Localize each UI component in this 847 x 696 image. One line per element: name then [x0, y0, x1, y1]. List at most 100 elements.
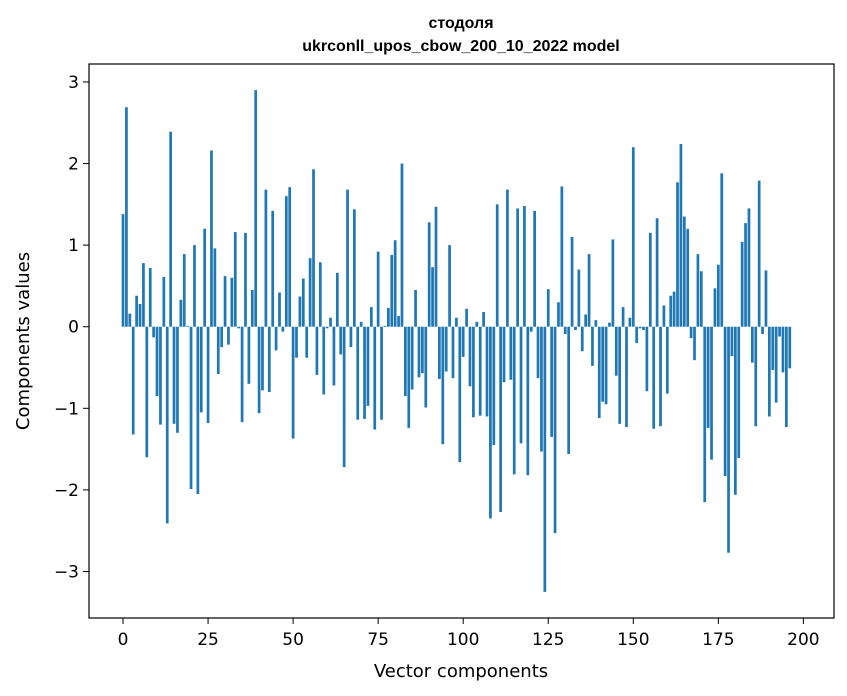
bar: [523, 205, 526, 327]
bar: [165, 326, 169, 524]
bar: [686, 228, 690, 327]
bar: [404, 326, 407, 397]
x-tick-label: 200: [787, 630, 819, 650]
bar: [254, 90, 258, 327]
bar: [318, 262, 322, 327]
bar: [682, 216, 686, 327]
bar: [744, 223, 747, 327]
y-tick-label: −2: [54, 481, 79, 501]
bar: [424, 326, 428, 408]
x-tick-label: 25: [197, 630, 219, 650]
bar: [621, 307, 625, 327]
bar: [509, 326, 513, 380]
bar: [567, 326, 571, 454]
bar: [553, 326, 557, 534]
bar: [774, 326, 778, 403]
bar: [512, 326, 516, 475]
bar: [346, 189, 349, 327]
bar: [502, 326, 506, 383]
bar: [574, 326, 577, 330]
bar: [261, 326, 264, 391]
bar: [458, 326, 462, 463]
bar: [169, 131, 172, 327]
bar: [662, 305, 666, 327]
bar: [155, 326, 159, 397]
bar: [203, 228, 207, 327]
bar: [131, 326, 135, 435]
bar: [414, 290, 417, 327]
bar: [363, 326, 366, 419]
bar: [322, 326, 326, 395]
x-axis-ticks: 0 25 50 75 100 125 150 175 200: [118, 618, 820, 650]
bar: [611, 239, 615, 327]
bar: [604, 326, 608, 405]
bar: [186, 325, 190, 327]
bar: [196, 326, 200, 494]
bar: [587, 254, 591, 327]
y-tick-label: 0: [68, 318, 79, 338]
bar: [189, 326, 193, 490]
bar: [642, 326, 645, 330]
bar: [655, 218, 659, 327]
bar: [652, 326, 656, 429]
bar: [227, 326, 230, 345]
bar: [434, 206, 438, 327]
bar: [451, 326, 455, 379]
bar: [213, 248, 217, 327]
bar: [723, 326, 727, 477]
bar: [390, 254, 394, 327]
bar: [550, 326, 554, 437]
bar: [315, 326, 319, 375]
bar: [475, 321, 479, 327]
bar: [648, 232, 652, 327]
bar: [142, 263, 145, 327]
bar: [128, 313, 132, 327]
bar: [125, 107, 128, 327]
bar: [713, 288, 717, 327]
y-tick-label: −3: [54, 562, 79, 582]
y-tick-label: 2: [68, 155, 79, 175]
bar: [631, 147, 635, 327]
bar: [308, 258, 312, 327]
bar: [608, 322, 611, 327]
bar: [751, 326, 754, 363]
x-tick-label: 175: [702, 630, 734, 650]
y-axis-label: Components values: [13, 252, 34, 430]
bar: [492, 326, 496, 446]
bar: [706, 326, 710, 428]
bar: [298, 296, 302, 327]
bar: [716, 264, 720, 327]
x-tick-label: 150: [617, 630, 649, 650]
bar: [366, 326, 370, 406]
bar: [274, 326, 278, 351]
bar: [448, 245, 451, 327]
bar: [761, 326, 764, 335]
bar: [665, 326, 669, 394]
bar: [781, 326, 785, 373]
bar: [778, 326, 781, 337]
bar: [533, 210, 536, 327]
bar: [635, 326, 639, 344]
bar: [387, 307, 390, 327]
bar: [771, 326, 775, 370]
bar: [182, 254, 186, 327]
bar: [237, 326, 241, 329]
bar: [696, 254, 700, 327]
bar: [560, 186, 564, 327]
bar: [349, 326, 353, 348]
bar: [383, 325, 387, 327]
bar: [152, 326, 155, 338]
bar: [563, 326, 567, 335]
bar: [672, 291, 676, 327]
bar: [499, 326, 502, 512]
bar: [264, 189, 268, 327]
bar: [206, 326, 210, 423]
bar: [216, 326, 220, 375]
bar: [764, 270, 768, 327]
bar: [699, 271, 703, 327]
bar: [570, 236, 574, 327]
bar: [628, 317, 632, 327]
bar: [584, 314, 588, 327]
